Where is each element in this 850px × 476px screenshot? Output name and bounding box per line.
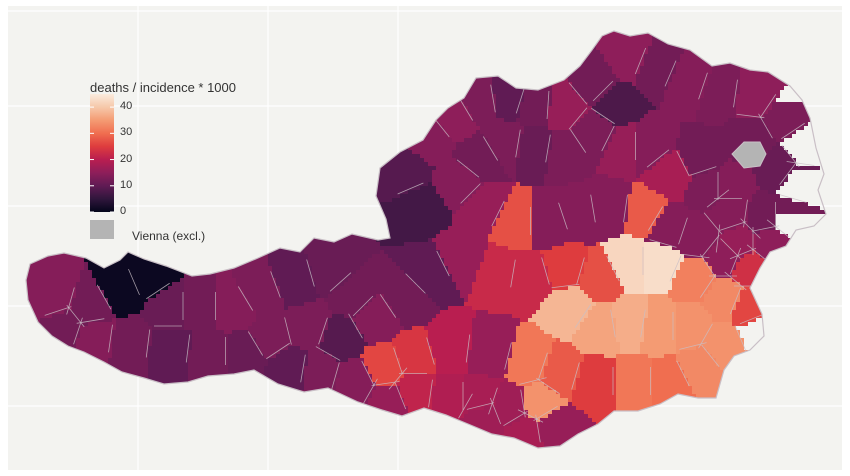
colorbar [90,94,114,212]
legend-colorbar [90,94,114,239]
austria-choropleth-map [8,6,842,470]
legend-tick-label: 0 [120,205,127,217]
legend-tick-label: 40 [120,100,133,113]
legend-title: deaths / incidence * 1000 [90,80,236,95]
vienna-region [731,141,767,169]
district-borders [44,47,815,443]
legend-tick-label: 10 [120,178,133,191]
legend-tick-label: 30 [120,126,133,139]
legend-tick-label: 20 [120,152,133,165]
vienna-shape [731,141,767,169]
legend-na-label: Vienna (excl.) [132,229,206,243]
map-panel: deaths / incidence * 1000 40 30 20 10 0 Vien… [8,6,842,470]
na-swatch [90,220,114,239]
